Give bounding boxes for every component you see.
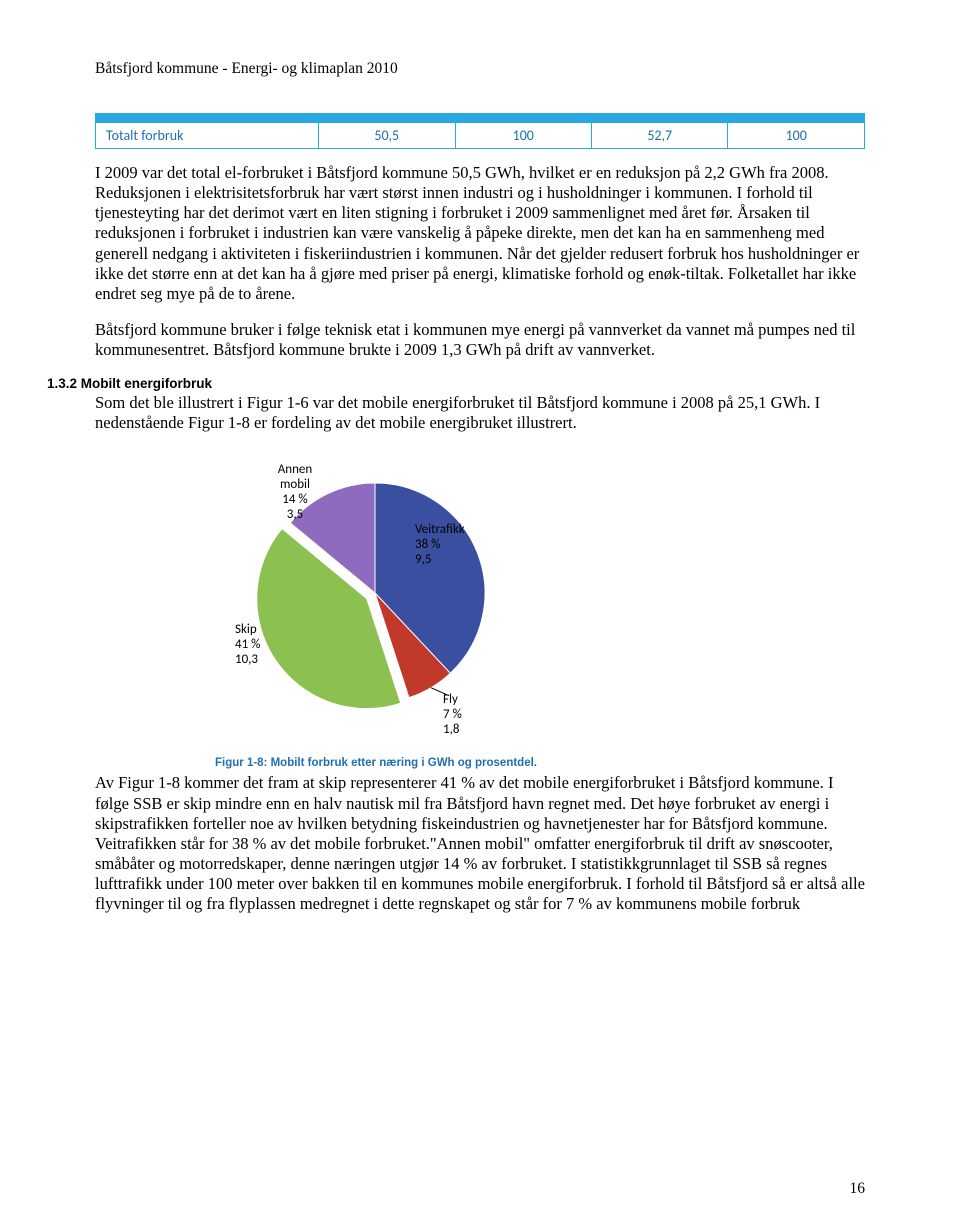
cell: 100	[728, 123, 865, 149]
page-header: Båtsfjord kommune - Energi- og klimaplan…	[95, 60, 865, 78]
cell: 50,5	[319, 123, 455, 149]
body-paragraph: Av Figur 1-8 kommer det fram at skip rep…	[95, 773, 865, 914]
body-paragraph: Båtsfjord kommune bruker i følge teknisk…	[95, 320, 865, 360]
totals-table: Totalt forbruk 50,5 100 52,7 100	[95, 113, 865, 149]
pie-label: Fly7 %1,8	[443, 692, 462, 737]
section-number: 1.3.2	[47, 376, 77, 391]
pie-chart-figure: Annenmobil14 %3,5Veitrafikk38 %9,5Skip41…	[95, 453, 865, 769]
body-paragraph: I 2009 var det total el-forbruket i Båts…	[95, 163, 865, 304]
section-heading: 1.3.2 Mobilt energiforbruk	[47, 376, 865, 391]
page-number: 16	[850, 1180, 866, 1198]
cell: 52,7	[591, 123, 727, 149]
row-label: Totalt forbruk	[96, 123, 319, 149]
figure-caption: Figur 1-8: Mobilt forbruk etter næring i…	[215, 757, 865, 769]
pie-label: Skip41 %10,3	[235, 622, 260, 667]
section-title: Mobilt energiforbruk	[81, 376, 212, 391]
table-row: Totalt forbruk 50,5 100 52,7 100	[96, 123, 865, 149]
body-paragraph: Som det ble illustrert i Figur 1-6 var d…	[95, 393, 865, 433]
pie-chart-svg: Annenmobil14 %3,5Veitrafikk38 %9,5Skip41…	[95, 453, 615, 753]
cell: 100	[455, 123, 591, 149]
